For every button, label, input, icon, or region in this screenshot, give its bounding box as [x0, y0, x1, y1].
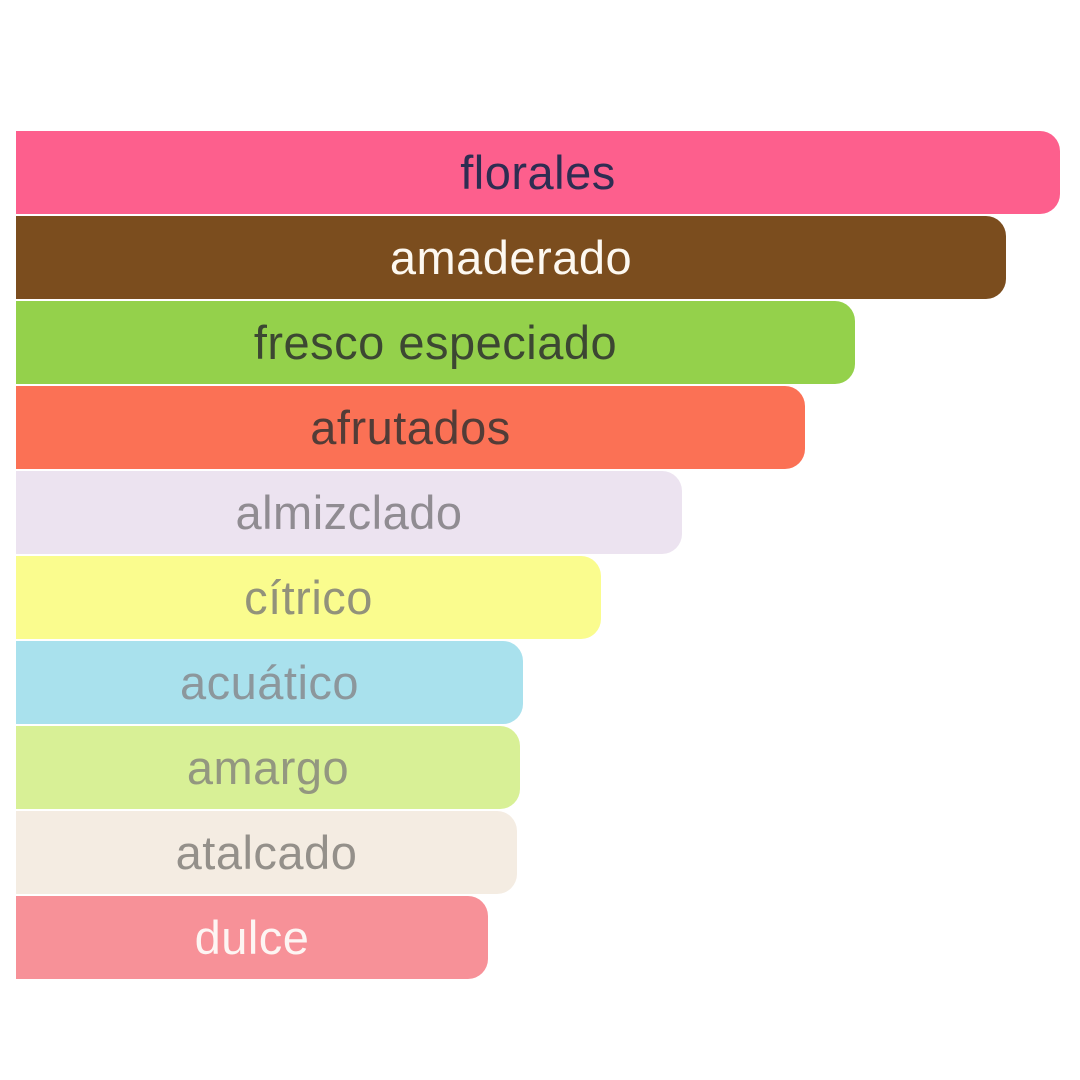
bar-acuatico: acuático	[16, 641, 523, 724]
bar-amargo: amargo	[16, 726, 520, 809]
bar-label-amargo: amargo	[186, 741, 350, 794]
bar-florales: florales	[16, 131, 1060, 214]
bar-almizclado: almizclado	[16, 471, 682, 554]
bar-afrutados: afrutados	[16, 386, 805, 469]
bar-label-dulce: dulce	[194, 911, 310, 964]
bar-label-afrutados: afrutados	[310, 401, 511, 454]
bar-amaderado: amaderado	[16, 216, 1006, 299]
bar-label-citrico: cítrico	[244, 571, 373, 624]
bar-atalcado: atalcado	[16, 811, 517, 894]
fragrance-notes-bar-chart: florales amaderado fresco especiado afru…	[16, 131, 1080, 979]
bar-fresco-especiado: fresco especiado	[16, 301, 855, 384]
bar-citrico: cítrico	[16, 556, 601, 639]
bar-label-almizclado: almizclado	[235, 486, 463, 539]
bar-label-atalcado: atalcado	[175, 826, 358, 879]
bar-label-florales: florales	[460, 146, 616, 199]
bar-label-acuatico: acuático	[179, 656, 360, 709]
bar-dulce: dulce	[16, 896, 488, 979]
bar-label-amaderado: amaderado	[389, 231, 633, 284]
bar-label-fresco-especiado: fresco especiado	[253, 316, 618, 369]
